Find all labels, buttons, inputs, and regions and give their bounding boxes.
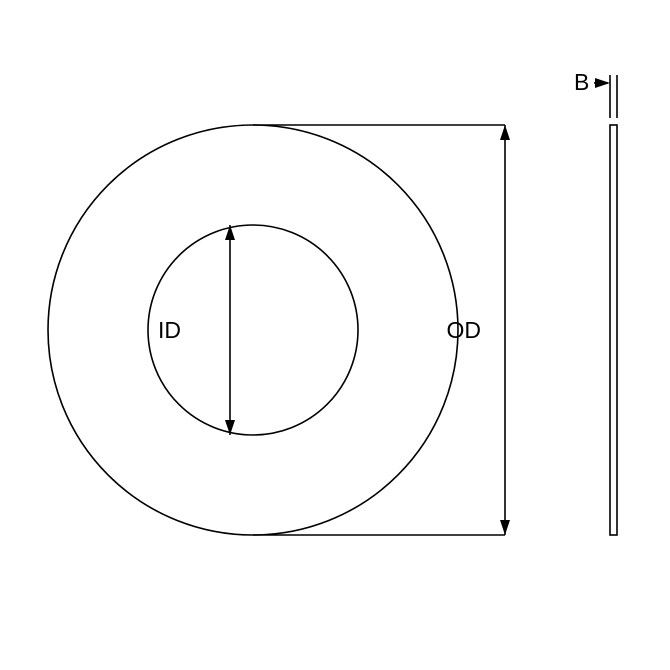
- id-label: ID: [158, 317, 181, 343]
- washer-side-view: [610, 125, 617, 535]
- thickness-arrowhead: [595, 78, 610, 88]
- od-label: OD: [447, 317, 482, 343]
- washer-diagram: OD ID B: [0, 0, 670, 670]
- thickness-label: B: [574, 69, 589, 95]
- od-arrowhead-top: [500, 125, 510, 140]
- od-arrowhead-bottom: [500, 520, 510, 535]
